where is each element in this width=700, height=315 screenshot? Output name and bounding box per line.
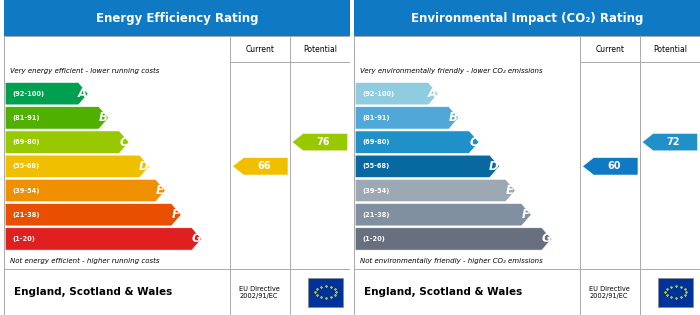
Polygon shape <box>5 203 181 226</box>
Text: EU Directive
2002/91/EC: EU Directive 2002/91/EC <box>589 286 630 299</box>
Polygon shape <box>355 228 552 250</box>
Text: England, Scotland & Wales: England, Scotland & Wales <box>14 287 172 297</box>
Text: D: D <box>489 160 498 173</box>
Text: (92-100): (92-100) <box>12 91 44 97</box>
Text: C: C <box>119 136 127 149</box>
Polygon shape <box>5 131 129 153</box>
Polygon shape <box>292 133 348 151</box>
Polygon shape <box>582 158 638 175</box>
Polygon shape <box>355 131 479 153</box>
Polygon shape <box>5 228 202 250</box>
Text: Energy Efficiency Rating: Energy Efficiency Rating <box>95 12 258 25</box>
Polygon shape <box>5 155 149 177</box>
Text: (69-80): (69-80) <box>362 139 390 145</box>
Text: Environmental Impact (CO₂) Rating: Environmental Impact (CO₂) Rating <box>411 12 643 25</box>
Polygon shape <box>355 179 515 202</box>
Text: (81-91): (81-91) <box>12 115 40 121</box>
Text: England, Scotland & Wales: England, Scotland & Wales <box>364 287 522 297</box>
Polygon shape <box>5 179 165 202</box>
Text: F: F <box>172 208 180 221</box>
Text: EU Directive
2002/91/EC: EU Directive 2002/91/EC <box>239 286 280 299</box>
Text: (69-80): (69-80) <box>12 139 40 145</box>
Text: B: B <box>449 112 458 124</box>
Text: (21-38): (21-38) <box>362 212 390 218</box>
Text: G: G <box>191 232 201 245</box>
Text: Not environmentally friendly - higher CO₂ emissions: Not environmentally friendly - higher CO… <box>360 258 543 264</box>
Text: A: A <box>78 87 87 100</box>
Text: G: G <box>541 232 551 245</box>
Polygon shape <box>355 83 438 105</box>
Text: (39-54): (39-54) <box>362 187 389 193</box>
Polygon shape <box>355 155 499 177</box>
Bar <box>659 278 693 307</box>
Text: E: E <box>155 184 164 197</box>
Polygon shape <box>5 107 108 129</box>
Text: 66: 66 <box>257 161 270 171</box>
Text: C: C <box>469 136 477 149</box>
Text: 76: 76 <box>316 137 330 147</box>
Text: Current: Current <box>596 45 625 54</box>
Text: (81-91): (81-91) <box>362 115 390 121</box>
Text: 72: 72 <box>666 137 680 147</box>
Polygon shape <box>5 83 88 105</box>
Bar <box>309 278 343 307</box>
Text: A: A <box>428 87 437 100</box>
Text: (39-54): (39-54) <box>12 187 39 193</box>
Bar <box>354 0 700 36</box>
Text: Potential: Potential <box>303 45 337 54</box>
Text: (55-68): (55-68) <box>362 163 389 169</box>
Bar <box>4 0 350 36</box>
Text: Not energy efficient - higher running costs: Not energy efficient - higher running co… <box>10 258 160 264</box>
Text: Very environmentally friendly - lower CO₂ emissions: Very environmentally friendly - lower CO… <box>360 68 543 74</box>
Text: 60: 60 <box>607 161 620 171</box>
Text: D: D <box>139 160 148 173</box>
Polygon shape <box>642 133 698 151</box>
Text: B: B <box>99 112 108 124</box>
Text: (1-20): (1-20) <box>12 236 35 242</box>
Text: (21-38): (21-38) <box>12 212 40 218</box>
Bar <box>354 36 700 315</box>
Text: (55-68): (55-68) <box>12 163 39 169</box>
Text: Potential: Potential <box>653 45 687 54</box>
Polygon shape <box>355 203 531 226</box>
Text: Very energy efficient - lower running costs: Very energy efficient - lower running co… <box>10 68 160 74</box>
Polygon shape <box>355 107 458 129</box>
Bar <box>4 36 350 315</box>
Text: E: E <box>505 184 514 197</box>
Polygon shape <box>232 158 288 175</box>
Text: (92-100): (92-100) <box>362 91 394 97</box>
Text: Current: Current <box>246 45 275 54</box>
Text: F: F <box>522 208 530 221</box>
Text: (1-20): (1-20) <box>362 236 385 242</box>
